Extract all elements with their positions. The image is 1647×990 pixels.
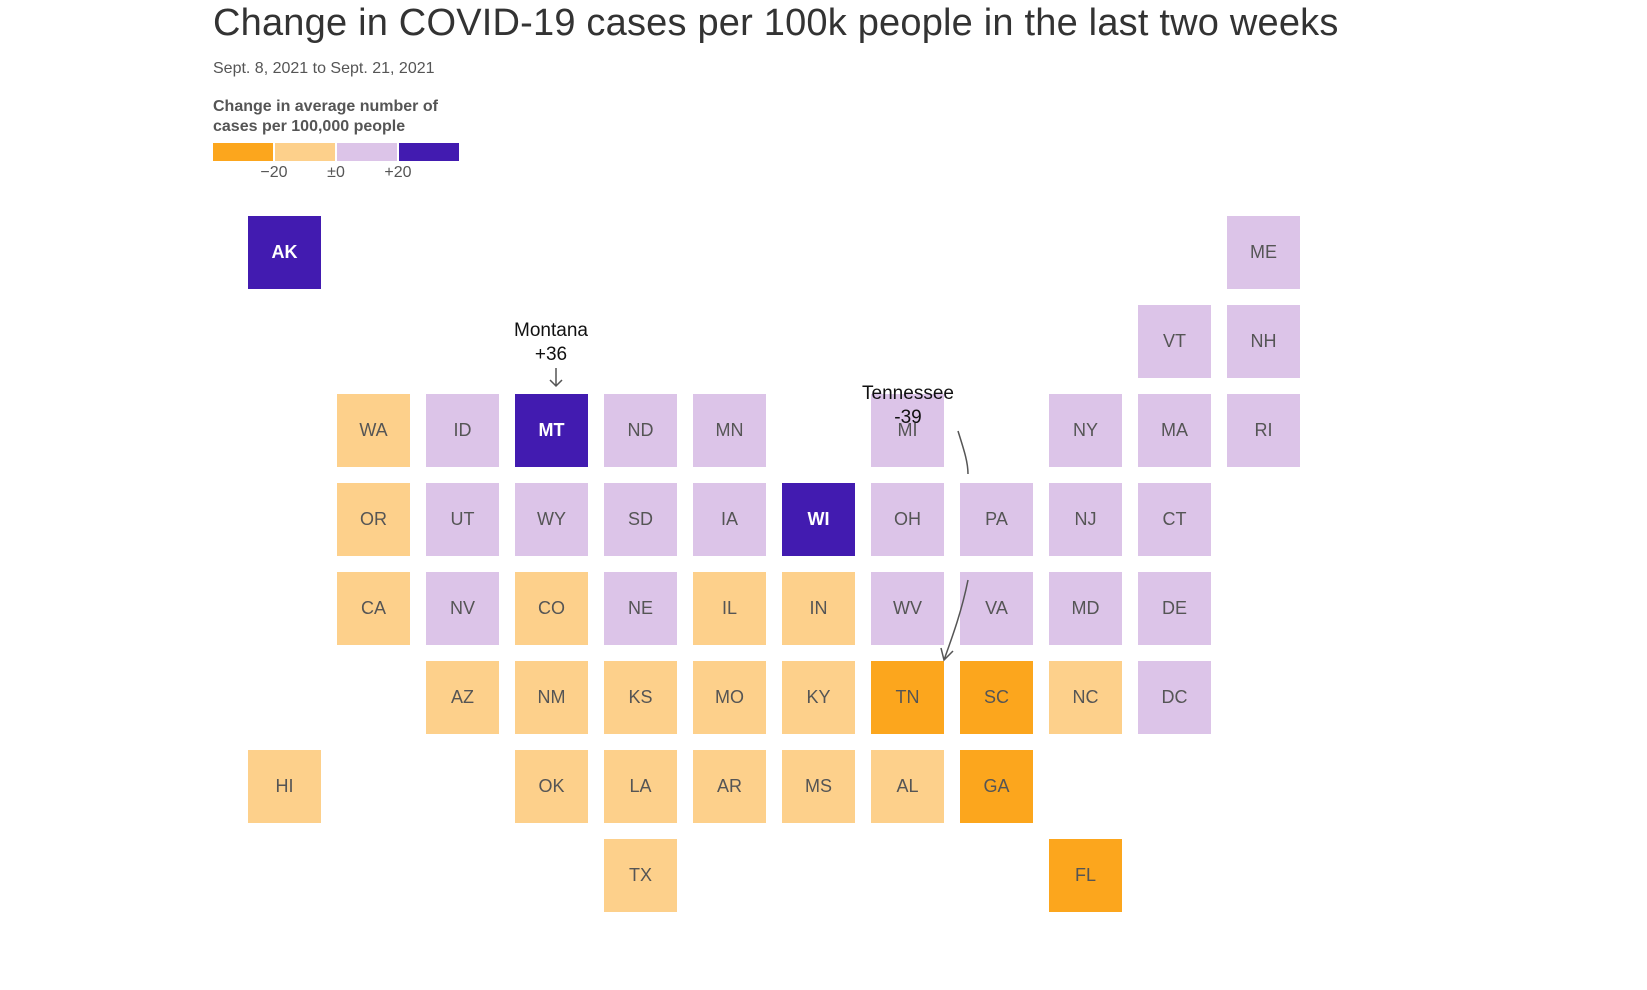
legend-bar xyxy=(213,143,459,161)
state-tile-wy: WY xyxy=(515,483,588,556)
state-tile-md: MD xyxy=(1049,572,1122,645)
state-tile-oh: OH xyxy=(871,483,944,556)
state-tile-pa: PA xyxy=(960,483,1033,556)
state-tile-ne: NE xyxy=(604,572,677,645)
legend-swatch xyxy=(213,143,273,161)
state-tile-mi: MI xyxy=(871,394,944,467)
legend-swatch xyxy=(275,143,335,161)
state-tile-co: CO xyxy=(515,572,588,645)
state-tile-la: LA xyxy=(604,750,677,823)
chart-title: Change in COVID-19 cases per 100k people… xyxy=(213,2,1339,44)
state-tile-va: VA xyxy=(960,572,1033,645)
state-tile-az: AZ xyxy=(426,661,499,734)
annotation-state-name: Tennessee xyxy=(862,383,954,404)
state-tile-me: ME xyxy=(1227,216,1300,289)
state-tile-sd: SD xyxy=(604,483,677,556)
state-tile-mo: MO xyxy=(693,661,766,734)
state-tile-il: IL xyxy=(693,572,766,645)
state-tile-ks: KS xyxy=(604,661,677,734)
legend-tick: +20 xyxy=(384,164,412,181)
state-tile-ut: UT xyxy=(426,483,499,556)
state-tile-nd: ND xyxy=(604,394,677,467)
state-tile-ky: KY xyxy=(782,661,855,734)
state-tile-or: OR xyxy=(337,483,410,556)
state-tile-vt: VT xyxy=(1138,305,1211,378)
tennessee-annotation: Tennessee -39 xyxy=(862,382,954,430)
state-tile-wi: WI xyxy=(782,483,855,556)
state-tile-ms: MS xyxy=(782,750,855,823)
annotation-value: +36 xyxy=(534,344,568,365)
montana-arrow-icon xyxy=(549,368,563,388)
state-tile-fl: FL xyxy=(1049,839,1122,912)
state-tile-in: IN xyxy=(782,572,855,645)
state-tile-mt: MT xyxy=(515,394,588,467)
state-tile-tx: TX xyxy=(604,839,677,912)
state-tile-nm: NM xyxy=(515,661,588,734)
state-tile-hi: HI xyxy=(248,750,321,823)
state-tile-ct: CT xyxy=(1138,483,1211,556)
montana-annotation: Montana +36 xyxy=(514,319,588,367)
state-tile-dc: DC xyxy=(1138,661,1211,734)
state-tile-ma: MA xyxy=(1138,394,1211,467)
state-tile-mn: MN xyxy=(693,394,766,467)
chart-subtitle: Sept. 8, 2021 to Sept. 21, 2021 xyxy=(213,60,435,77)
state-tile-ny: NY xyxy=(1049,394,1122,467)
state-tile-nc: NC xyxy=(1049,661,1122,734)
legend-title: Change in average number of cases per 10… xyxy=(213,98,438,135)
legend-swatch xyxy=(337,143,397,161)
annotation-value: -39 xyxy=(894,407,922,428)
state-tile-wa: WA xyxy=(337,394,410,467)
state-tile-id: ID xyxy=(426,394,499,467)
state-tile-ga: GA xyxy=(960,750,1033,823)
state-tile-ak: AK xyxy=(248,216,321,289)
state-tile-ia: IA xyxy=(693,483,766,556)
legend-tick: −20 xyxy=(260,164,288,181)
state-tile-ar: AR xyxy=(693,750,766,823)
state-tile-ca: CA xyxy=(337,572,410,645)
legend-tick: ±0 xyxy=(327,164,345,181)
annotation-state-name: Montana xyxy=(514,320,588,341)
legend-swatch xyxy=(399,143,459,161)
state-tile-ri: RI xyxy=(1227,394,1300,467)
state-tile-nh: NH xyxy=(1227,305,1300,378)
state-tile-nv: NV xyxy=(426,572,499,645)
state-tile-al: AL xyxy=(871,750,944,823)
tennessee-arrow-icon xyxy=(940,430,969,662)
state-tile-wv: WV xyxy=(871,572,944,645)
state-tile-de: DE xyxy=(1138,572,1211,645)
state-tile-nj: NJ xyxy=(1049,483,1122,556)
state-tile-ok: OK xyxy=(515,750,588,823)
state-tile-sc: SC xyxy=(960,661,1033,734)
state-tile-tn: TN xyxy=(871,661,944,734)
